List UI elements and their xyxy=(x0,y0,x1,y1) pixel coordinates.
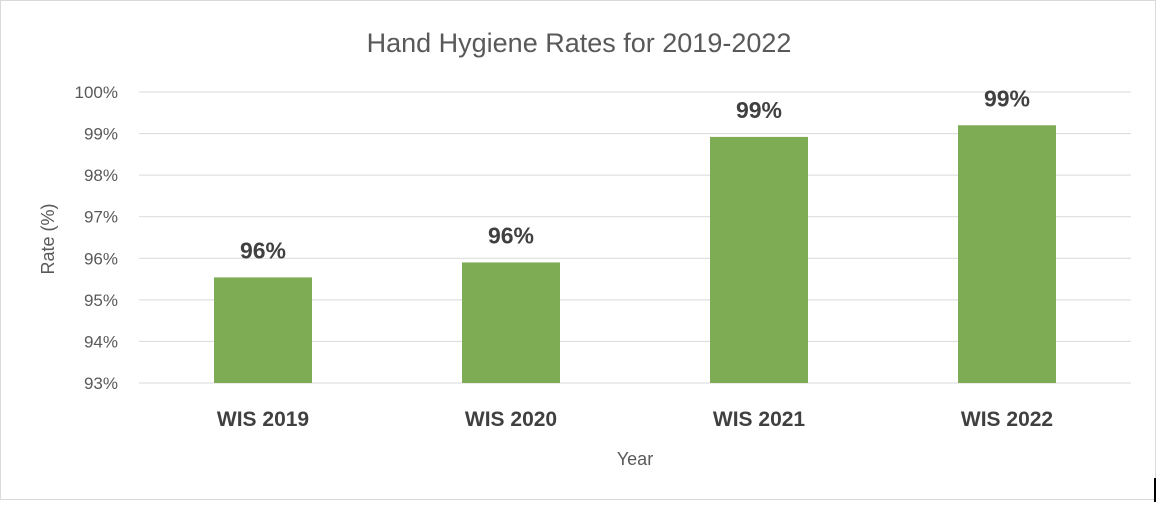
x-tick-label: WIS 2020 xyxy=(465,408,557,431)
chart-title: Hand Hygiene Rates for 2019-2022 xyxy=(367,28,792,58)
bar xyxy=(462,262,560,383)
bars xyxy=(214,125,1056,383)
x-axis-label: Year xyxy=(617,449,653,469)
x-axis-ticks: WIS 2019 WIS 2020 WIS 2021 WIS 2022 xyxy=(217,408,1053,431)
data-labels: 96% 96% 99% 99% xyxy=(240,85,1030,263)
x-tick-label: WIS 2021 xyxy=(713,408,806,431)
y-tick-label: 96% xyxy=(84,249,118,268)
bar xyxy=(710,136,808,383)
x-tick-label: WIS 2022 xyxy=(961,408,1053,431)
data-label: 99% xyxy=(736,97,782,123)
y-axis-ticks: 93% 94% 95% 96% 97% 98% 99% 100% xyxy=(75,83,118,393)
y-tick-label: 93% xyxy=(84,374,118,393)
y-tick-label: 97% xyxy=(84,208,118,227)
edge-marker xyxy=(1154,478,1156,502)
y-axis-label: Rate (%) xyxy=(38,203,58,274)
data-label: 99% xyxy=(984,85,1030,111)
y-tick-label: 95% xyxy=(84,291,118,310)
y-tick-label: 99% xyxy=(84,125,118,144)
y-tick-label: 94% xyxy=(84,332,118,351)
data-label: 96% xyxy=(240,237,286,263)
data-label: 96% xyxy=(488,222,534,248)
y-tick-label: 100% xyxy=(75,83,118,102)
x-tick-label: WIS 2019 xyxy=(217,408,309,431)
y-tick-label: 98% xyxy=(84,166,118,185)
bar xyxy=(214,277,312,383)
bar xyxy=(958,125,1056,383)
